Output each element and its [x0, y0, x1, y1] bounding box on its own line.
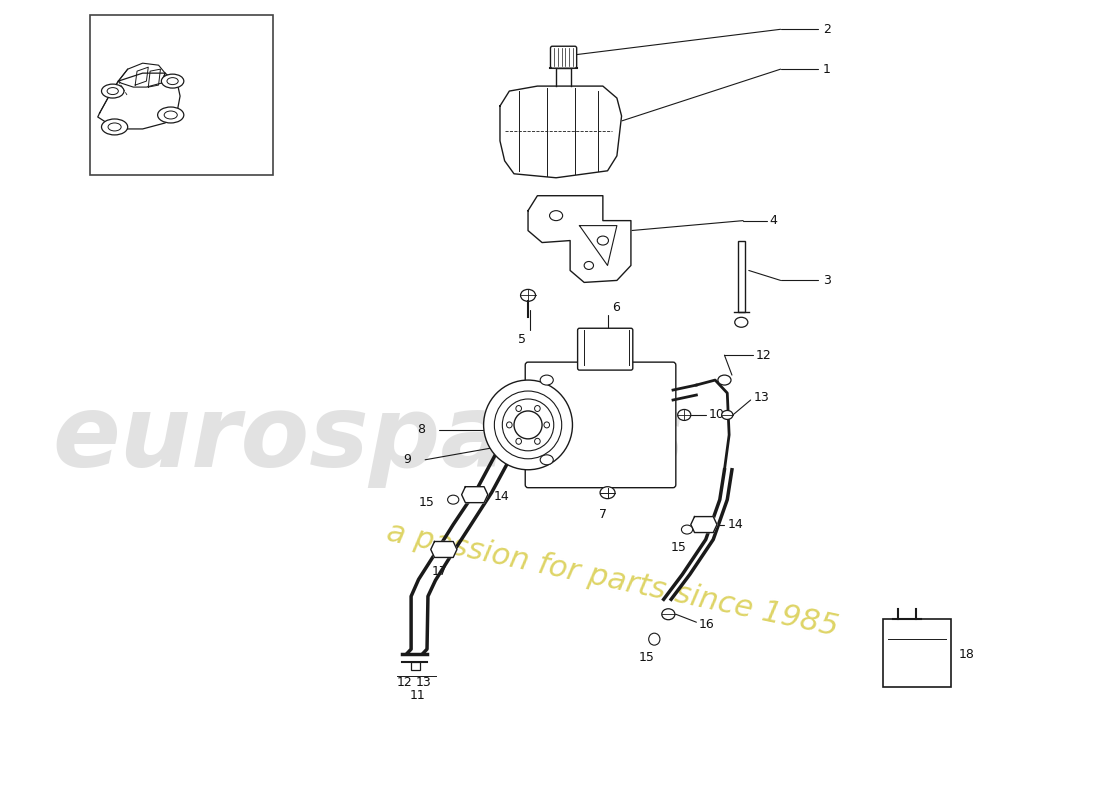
Ellipse shape: [101, 119, 128, 135]
Text: 13: 13: [754, 390, 769, 403]
Ellipse shape: [164, 111, 177, 119]
Ellipse shape: [550, 210, 562, 221]
Polygon shape: [500, 86, 621, 178]
Circle shape: [516, 406, 521, 411]
Ellipse shape: [584, 262, 594, 270]
Circle shape: [535, 438, 540, 444]
Text: 7: 7: [598, 508, 607, 521]
Ellipse shape: [662, 609, 675, 620]
Ellipse shape: [678, 410, 691, 421]
Bar: [883, 619, 950, 687]
FancyBboxPatch shape: [578, 328, 632, 370]
Text: 15: 15: [639, 650, 654, 664]
FancyBboxPatch shape: [525, 362, 675, 488]
Ellipse shape: [601, 486, 615, 498]
Ellipse shape: [722, 410, 733, 419]
Text: eurospares: eurospares: [53, 391, 685, 488]
Ellipse shape: [735, 318, 748, 327]
Ellipse shape: [157, 107, 184, 123]
Ellipse shape: [167, 78, 178, 85]
Text: 16: 16: [698, 618, 714, 630]
Text: 4: 4: [769, 214, 778, 227]
Bar: [90, 15, 273, 174]
Polygon shape: [98, 73, 180, 129]
Bar: [411, 662, 420, 670]
Text: 13: 13: [416, 675, 431, 689]
Ellipse shape: [108, 123, 121, 131]
Text: 2: 2: [823, 22, 830, 36]
Ellipse shape: [597, 236, 608, 245]
Text: 11: 11: [410, 690, 426, 702]
Ellipse shape: [503, 399, 553, 451]
Ellipse shape: [484, 380, 572, 470]
Polygon shape: [462, 486, 487, 502]
Text: 12: 12: [756, 349, 771, 362]
Ellipse shape: [107, 87, 119, 94]
Ellipse shape: [494, 391, 562, 458]
Ellipse shape: [514, 411, 542, 439]
Polygon shape: [431, 542, 456, 558]
Text: 15: 15: [670, 541, 686, 554]
Text: a passion for parts since 1985: a passion for parts since 1985: [384, 518, 840, 642]
Circle shape: [649, 633, 660, 645]
Ellipse shape: [540, 375, 553, 385]
Text: 9: 9: [404, 454, 411, 466]
Circle shape: [516, 438, 521, 444]
Ellipse shape: [101, 84, 124, 98]
Circle shape: [535, 406, 540, 411]
Text: 18: 18: [958, 648, 975, 661]
Ellipse shape: [162, 74, 184, 88]
Text: 5: 5: [518, 333, 527, 346]
Ellipse shape: [520, 290, 536, 302]
Text: 1: 1: [823, 62, 830, 76]
Ellipse shape: [448, 495, 459, 504]
Polygon shape: [528, 196, 631, 282]
FancyBboxPatch shape: [550, 46, 576, 68]
Text: 12: 12: [397, 675, 412, 689]
Text: 14: 14: [494, 490, 509, 503]
Bar: [738, 241, 745, 312]
Text: 17: 17: [431, 565, 447, 578]
Ellipse shape: [681, 525, 693, 534]
Ellipse shape: [540, 455, 553, 465]
Ellipse shape: [718, 375, 732, 385]
Text: 10: 10: [708, 409, 725, 422]
Text: 8: 8: [417, 423, 425, 436]
Text: 3: 3: [823, 274, 830, 287]
Polygon shape: [691, 517, 717, 533]
Circle shape: [506, 422, 513, 428]
Circle shape: [543, 422, 550, 428]
Text: 15: 15: [419, 496, 435, 509]
Text: 14: 14: [727, 518, 742, 531]
Text: 6: 6: [613, 301, 620, 314]
